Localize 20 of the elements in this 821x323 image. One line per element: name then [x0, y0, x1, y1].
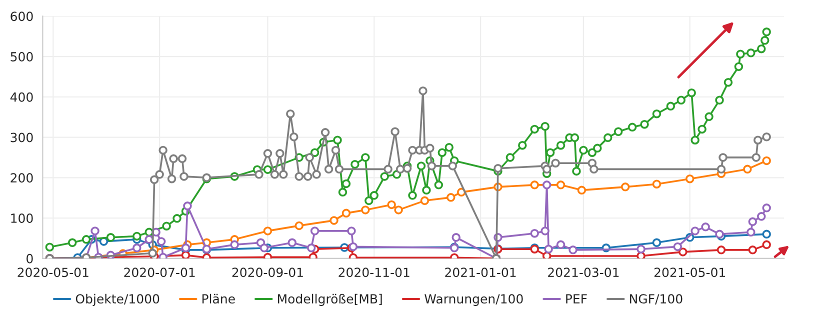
- x-tick-label: 2020-07-01: [124, 268, 195, 278]
- y-tick-label: 500: [10, 52, 33, 62]
- legend-label: Objekte/1000: [76, 294, 160, 306]
- y-tick-label: 300: [10, 132, 33, 142]
- legend-label: NGF/100: [630, 294, 682, 305]
- legend-label: Warnungen/100: [424, 294, 523, 306]
- x-tick-label: 2021-05-01: [654, 268, 726, 278]
- x-tick-label: 2020-09-01: [232, 268, 303, 278]
- y-tick-label: 100: [11, 213, 33, 223]
- y-tick-label: 200: [10, 173, 33, 183]
- x-tick-label: 2020-05-01: [18, 268, 88, 278]
- legend-label: PEF: [566, 294, 587, 304]
- x-tick-label: 2021-01-01: [445, 268, 516, 278]
- y-tick-label: 400: [10, 92, 33, 102]
- x-tick-label: 2020-11-01: [338, 268, 410, 278]
- y-tick-label: 600: [10, 12, 33, 22]
- legend-label: Pläne: [202, 294, 235, 304]
- legend-label: Modellgröße[MB]: [278, 294, 382, 306]
- x-tick-label: 2021-03-01: [548, 268, 619, 278]
- y-tick-label: 0: [26, 254, 33, 264]
